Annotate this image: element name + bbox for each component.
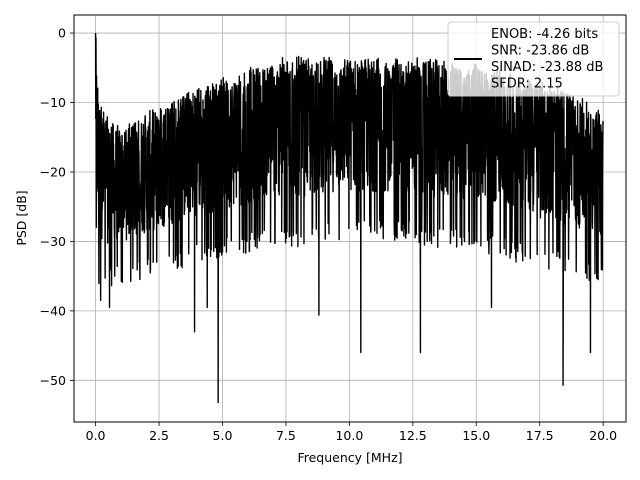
- psd-trace: [94, 33, 604, 404]
- x-tick-label: 0.0: [86, 428, 106, 443]
- legend-line: SNR: -23.86 dB: [491, 44, 589, 59]
- y-tick-label: −40: [40, 303, 66, 318]
- y-tick-label: −30: [40, 234, 66, 249]
- axis-ticks: 0.0 2.5 5.0 7.5 10.0 12.5 15.0 17.5 20.0 0 −10 −20 −…: [40, 26, 618, 443]
- legend-line: SINAD: -23.88 dB: [491, 60, 603, 75]
- x-tick-label: 2.5: [149, 428, 169, 443]
- y-tick-label: −20: [40, 164, 66, 179]
- x-axis-label: Frequency [MHz]: [297, 450, 402, 465]
- x-tick-label: 5.0: [213, 428, 233, 443]
- legend-line: SFDR: 2.15: [491, 77, 563, 92]
- plot-area-frame: [73, 14, 627, 423]
- x-tick-label: 10.0: [335, 428, 363, 443]
- y-tick-label: −50: [40, 373, 66, 388]
- legend: ENOB: -4.26 bits SNR: -23.86 dB SINAD: -23…: [447, 21, 620, 97]
- x-tick-label: 15.0: [462, 428, 490, 443]
- legend-label: ENOB: -4.26 bits SNR: -23.86 dB SINAD: -23…: [491, 27, 603, 92]
- legend-box: [447, 21, 620, 97]
- y-tick-label: 0: [58, 26, 66, 41]
- legend-line: ENOB: -4.26 bits: [491, 27, 598, 42]
- x-tick-label: 20.0: [589, 428, 617, 443]
- psd-series-line: [94, 33, 604, 404]
- x-tick-label: 7.5: [276, 428, 296, 443]
- y-axis-label: PSD [dB]: [14, 190, 29, 245]
- x-tick-label: 17.5: [526, 428, 554, 443]
- x-tick-label: 12.5: [399, 428, 427, 443]
- y-tick-label: −10: [40, 95, 66, 110]
